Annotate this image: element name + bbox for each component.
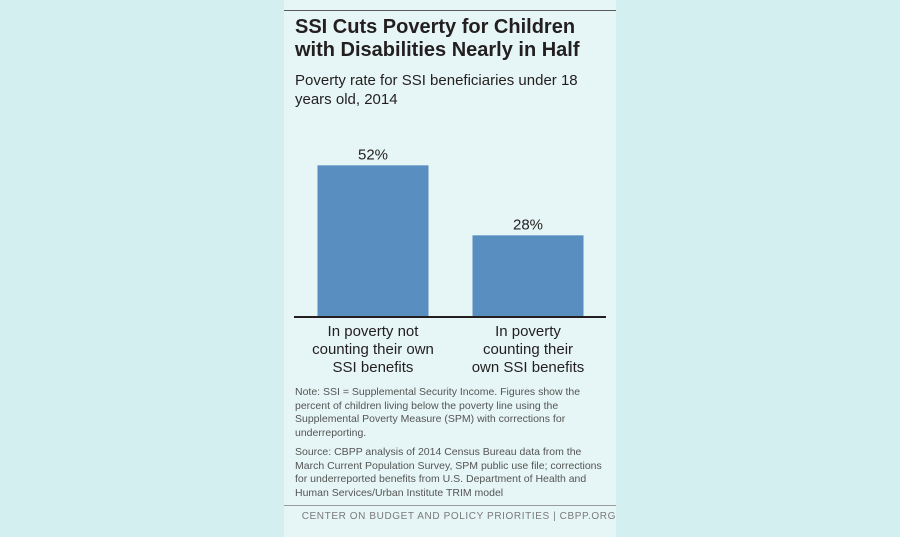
category-label-line: In poverty [495, 323, 561, 340]
category-label-line: counting their own [312, 341, 434, 358]
category-label-line: counting their [483, 341, 573, 358]
bar-chart: 52% In poverty not counting their own SSI b… [294, 146, 606, 376]
category-label-0: In poverty not counting their own SSI bene… [312, 323, 434, 376]
bottom-divider [284, 505, 616, 506]
chart-title: SSI Cuts Poverty for Children with Disab… [295, 16, 580, 61]
chart-note: Note: SSI = Supplemental Security Income… [295, 386, 581, 439]
labels-layer: 52% In poverty not counting their own SSI b… [312, 146, 584, 376]
footer-credit: CENTER ON BUDGET AND POLICY PRIORITIES |… [301, 511, 616, 522]
top-divider [284, 10, 616, 11]
data-label-1: 28% [513, 216, 543, 233]
bar-1 [472, 235, 584, 317]
category-label-line: SSI benefits [333, 359, 414, 376]
chart-source: Source: CBPP analysis of 2014 Census Bur… [295, 446, 602, 499]
bar-0 [317, 165, 429, 317]
data-label-0: 52% [358, 146, 388, 163]
category-label-line: own SSI benefits [472, 359, 585, 376]
category-label-1: In poverty counting their own SSI benefits [472, 323, 585, 376]
chart-subtitle: Poverty rate for SSI beneficiaries under… [295, 72, 578, 108]
bars-layer [317, 165, 584, 317]
category-label-line: In poverty not [328, 323, 420, 340]
